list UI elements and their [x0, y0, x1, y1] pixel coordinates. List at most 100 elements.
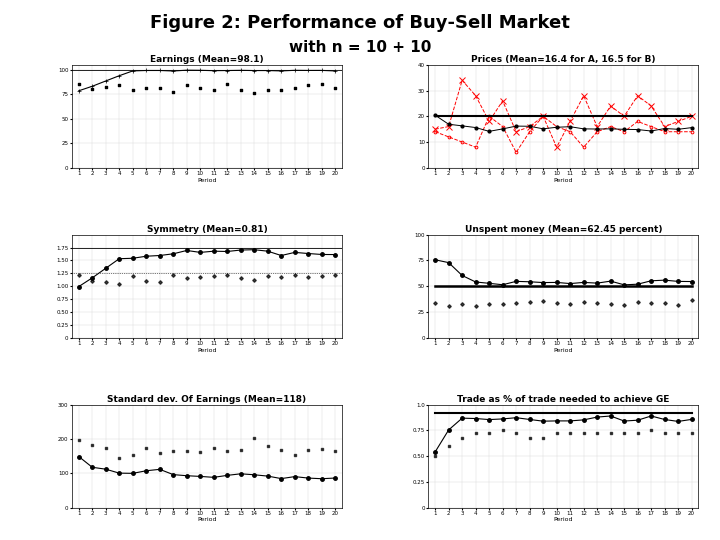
Point	[605, 300, 616, 308]
Point	[524, 298, 536, 307]
Point	[235, 274, 246, 283]
Point	[140, 83, 152, 92]
Point	[618, 429, 630, 438]
Title: Standard dev. Of Earnings (Mean=118): Standard dev. Of Earnings (Mean=118)	[107, 395, 307, 404]
Point	[429, 452, 441, 461]
Point	[591, 299, 603, 307]
Point	[289, 451, 300, 460]
X-axis label: Period: Period	[554, 517, 573, 523]
Point	[208, 272, 220, 280]
Point	[578, 298, 590, 307]
Title: Unspent money (Mean=62.45 percent): Unspent money (Mean=62.45 percent)	[464, 225, 662, 234]
Point	[470, 302, 482, 310]
Point	[235, 85, 246, 94]
Point	[659, 429, 670, 438]
Point	[127, 272, 138, 280]
X-axis label: Period: Period	[197, 348, 217, 353]
Point	[330, 271, 341, 279]
Point	[524, 433, 536, 442]
Point	[632, 298, 644, 307]
Point	[114, 81, 125, 90]
Point	[100, 444, 112, 453]
X-axis label: Period: Period	[554, 178, 573, 183]
Point	[456, 433, 468, 442]
Point	[168, 87, 179, 96]
Point	[429, 299, 441, 307]
Point	[154, 84, 166, 92]
Point	[73, 436, 84, 444]
Text: Figure 2: Performance of Buy-Sell Market: Figure 2: Performance of Buy-Sell Market	[150, 14, 570, 31]
Point	[632, 429, 644, 438]
Point	[73, 79, 84, 88]
Point	[262, 272, 274, 280]
Point	[672, 300, 684, 309]
Point	[537, 297, 549, 306]
Point	[443, 442, 454, 450]
Point	[289, 84, 300, 92]
Point	[73, 271, 84, 279]
Point	[510, 429, 522, 438]
Point	[127, 86, 138, 94]
Point	[316, 79, 328, 88]
Point	[443, 302, 454, 310]
Title: Prices (Mean=16.4 for A, 16.5 for B): Prices (Mean=16.4 for A, 16.5 for B)	[471, 55, 656, 64]
Point	[194, 448, 206, 456]
X-axis label: Period: Period	[197, 517, 217, 523]
Point	[222, 79, 233, 88]
Point	[262, 86, 274, 94]
Point	[672, 429, 684, 438]
Point	[618, 300, 630, 309]
Point	[208, 443, 220, 452]
Point	[591, 429, 603, 438]
Point	[276, 446, 287, 454]
Point	[686, 429, 698, 438]
Point	[140, 276, 152, 285]
Point	[470, 429, 482, 438]
Point	[235, 446, 246, 454]
Point	[127, 450, 138, 459]
Point	[114, 279, 125, 288]
Point	[497, 299, 508, 308]
Point	[248, 89, 260, 98]
Point	[551, 299, 562, 308]
Point	[194, 84, 206, 92]
Point	[154, 449, 166, 457]
Title: Trade as % of trade needed to achieve GE: Trade as % of trade needed to achieve GE	[457, 395, 670, 404]
Point	[551, 429, 562, 438]
Point	[140, 444, 152, 453]
X-axis label: Period: Period	[197, 178, 217, 183]
Point	[645, 426, 657, 435]
Point	[100, 83, 112, 91]
Point	[181, 447, 192, 456]
Point	[564, 429, 576, 438]
Point	[168, 271, 179, 279]
Point	[330, 84, 341, 92]
Point	[578, 429, 590, 438]
Point	[564, 300, 576, 308]
X-axis label: Period: Period	[554, 348, 573, 353]
Point	[86, 441, 98, 449]
Point	[316, 444, 328, 453]
Point	[181, 274, 192, 283]
Point	[114, 454, 125, 462]
Point	[222, 271, 233, 279]
Point	[168, 447, 179, 455]
Point	[222, 446, 233, 455]
Point	[686, 296, 698, 305]
Point	[276, 273, 287, 281]
Point	[100, 278, 112, 286]
Point	[302, 81, 314, 90]
Point	[208, 86, 220, 94]
Point	[194, 273, 206, 281]
Point	[510, 298, 522, 307]
Title: Symmetry (Mean=0.81): Symmetry (Mean=0.81)	[147, 225, 267, 234]
Point	[537, 433, 549, 442]
Point	[316, 272, 328, 280]
Point	[645, 298, 657, 307]
Point	[276, 86, 287, 94]
Point	[302, 446, 314, 454]
Point	[262, 441, 274, 450]
Point	[497, 426, 508, 435]
Point	[302, 273, 314, 281]
Point	[483, 300, 495, 308]
